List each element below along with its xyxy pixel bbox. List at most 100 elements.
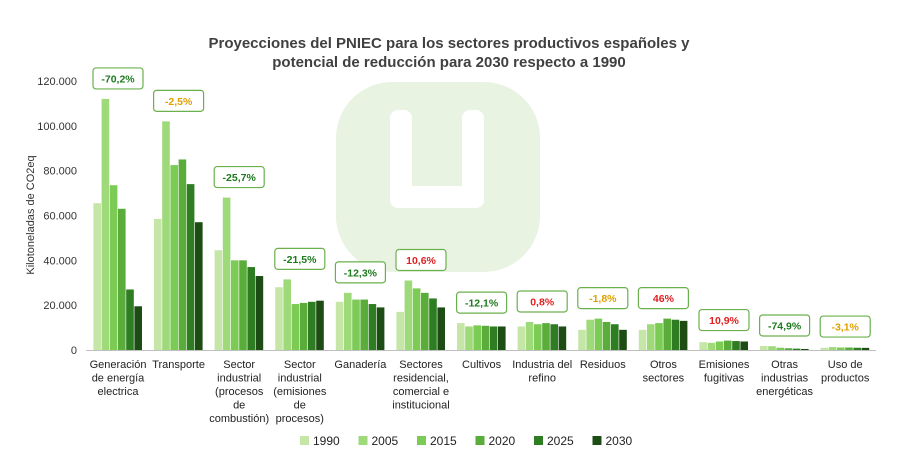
bar-1990 — [457, 323, 465, 350]
category-label: Sector — [284, 359, 316, 371]
change-annotation-box — [516, 290, 568, 313]
bar-1990 — [335, 301, 344, 350]
change-annotation-box — [819, 315, 871, 338]
change-annotation-label: -1,8% — [589, 293, 617, 305]
bar-2015 — [231, 260, 239, 350]
bar-2005 — [101, 98, 110, 350]
change-annotation-label: 0,8% — [530, 296, 555, 308]
bar-2015 — [776, 347, 784, 350]
bar-1990 — [93, 203, 101, 350]
category-label: de — [294, 400, 306, 412]
change-annotation-label: -3,1% — [831, 322, 859, 334]
change-annotation-label: -12,1% — [465, 298, 499, 310]
category-label: Sectores — [399, 359, 443, 371]
bar-2025 — [671, 319, 680, 350]
bar-2030 — [619, 329, 627, 350]
bar-2030 — [134, 306, 142, 350]
bar-2025 — [308, 301, 316, 350]
category-label: energéticas — [756, 386, 813, 398]
bar-2030 — [316, 300, 324, 350]
bar-2015 — [352, 299, 360, 350]
change-annotation-box — [637, 287, 690, 310]
bar-2015 — [534, 324, 542, 350]
bar-2025 — [489, 326, 498, 350]
bar-2020 — [299, 302, 308, 350]
legend-label-2030: 2030 — [606, 434, 633, 448]
bar-2030 — [679, 320, 688, 350]
bar-2005 — [404, 280, 413, 350]
bar-2005 — [647, 324, 655, 350]
watermark-logo-stroke-right — [462, 110, 484, 208]
bar-2005 — [525, 321, 534, 350]
watermark-logo-icon — [336, 82, 540, 272]
watermark-logo-stroke-left — [390, 110, 412, 208]
category-label: Otras — [771, 359, 798, 371]
y-tick-label: 40.000 — [43, 255, 77, 267]
bar-2020 — [784, 348, 793, 350]
change-annotation-label: -2,5% — [165, 96, 193, 108]
bar-2030 — [801, 348, 809, 350]
bar-1990 — [638, 329, 647, 350]
bar-2030 — [195, 222, 203, 350]
bar-2015 — [473, 325, 481, 350]
chart-title-line-1: Proyecciones del PNIEC para los sectores… — [208, 35, 690, 52]
bar-2025 — [368, 304, 377, 350]
category-label: Sector — [223, 359, 255, 371]
bar-2025 — [126, 289, 134, 350]
bar-2025 — [611, 324, 619, 350]
legend-label-2015: 2015 — [430, 434, 457, 448]
bar-2025 — [550, 324, 558, 350]
y-tick-label: 60.000 — [43, 211, 77, 223]
category-label: industrial — [278, 373, 322, 385]
bar-1990 — [820, 347, 829, 350]
category-label: industrias — [761, 373, 809, 385]
legend-label-2005: 2005 — [372, 434, 399, 448]
category-label: electrica — [98, 386, 140, 398]
change-annotation-box — [698, 308, 750, 332]
bar-2005 — [465, 326, 473, 350]
bar-2030 — [376, 307, 385, 350]
change-annotation-label: -70,2% — [101, 73, 135, 85]
bar-1990 — [699, 342, 707, 350]
bar-1990 — [275, 287, 283, 350]
bar-2020 — [118, 208, 126, 350]
bar-1990 — [214, 250, 223, 350]
bar-2005 — [344, 292, 352, 350]
y-tick-label: 120.000 — [37, 76, 77, 88]
bar-2020 — [663, 318, 671, 350]
bar-2020 — [239, 260, 247, 350]
category-label: industrial — [217, 373, 261, 385]
change-annotations: -70,2% -2,5% -25,7% -21,5% -12,3% 10,6% -12,1%… — [92, 67, 871, 338]
bar-2015 — [715, 341, 724, 350]
bar-2015 — [594, 318, 603, 350]
bar-2030 — [740, 341, 748, 350]
bar-1990 — [517, 326, 526, 350]
legend-label-2020: 2020 — [489, 434, 516, 448]
bar-2020 — [360, 299, 368, 350]
legend-swatch-2005 — [358, 436, 368, 445]
category-label: Residuos — [580, 359, 626, 371]
legend-label-2025: 2025 — [547, 434, 574, 448]
category-label: refino — [528, 373, 556, 385]
bar-2005 — [162, 121, 170, 350]
bar-2005 — [222, 197, 231, 350]
y-axis-label: Kilotoneladas de CO2eq — [25, 155, 37, 274]
category-label: Generación — [90, 359, 147, 371]
bars — [93, 98, 870, 350]
category-label: Industria del — [512, 359, 572, 371]
change-annotation-box — [758, 314, 811, 337]
bar-2020 — [602, 321, 611, 350]
change-annotation-box — [577, 287, 629, 310]
change-annotation-label: -74,9% — [768, 320, 802, 332]
bar-2005 — [586, 319, 594, 350]
legend-swatch-2025 — [534, 436, 543, 445]
category-label: institucional — [392, 400, 449, 412]
category-label: Cultivos — [462, 359, 502, 371]
bar-2005 — [283, 279, 291, 350]
bar-2020 — [178, 159, 187, 350]
watermark-logo-shape — [336, 82, 540, 272]
bar-2015 — [655, 323, 663, 350]
bar-1990 — [396, 311, 404, 350]
bar-2025 — [429, 298, 437, 350]
